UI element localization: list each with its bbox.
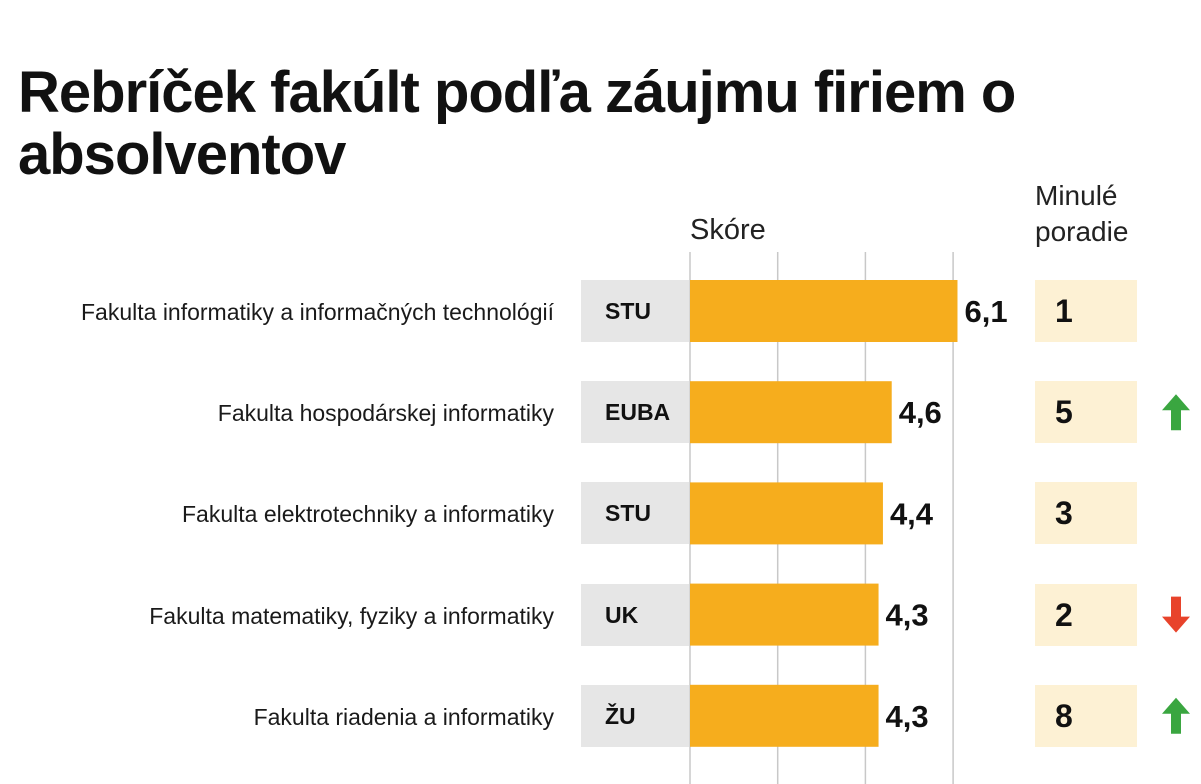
previous-rank-box: 5	[1035, 381, 1137, 444]
previous-rank-value: 3	[1055, 495, 1073, 532]
chart-title: Rebríček fakúlt podľa záujmu firiem o ab…	[18, 60, 1016, 187]
score-value-label: 4,3	[886, 699, 929, 734]
previous-rank-column-header: Minulé poradie	[1035, 180, 1129, 247]
score-value-label: 6,1	[964, 294, 1007, 329]
university-label: ŽU	[605, 702, 636, 729]
arrow-up-icon	[1162, 394, 1190, 431]
university-box: UK	[581, 583, 689, 646]
university-box: ŽU	[581, 684, 689, 747]
score-value-label: 4,6	[899, 395, 942, 430]
score-column-header: Skóre	[690, 214, 766, 246]
faculty-label: Fakulta hospodárskej informatiky	[217, 400, 554, 427]
score-value-label: 4,3	[886, 598, 929, 633]
score-bar	[690, 381, 892, 444]
arrow-down-icon	[1162, 596, 1190, 633]
faculty-label: Fakulta riadenia a informatiky	[253, 703, 554, 730]
previous-rank-box: 2	[1035, 583, 1137, 646]
score-bar	[690, 482, 883, 545]
university-box: STU	[581, 482, 689, 545]
university-box: EUBA	[581, 381, 689, 444]
faculty-label: Fakulta elektrotechniky a informatiky	[182, 501, 554, 528]
previous-rank-box: 8	[1035, 684, 1137, 747]
previous-rank-value: 5	[1055, 394, 1073, 431]
faculty-label: Fakulta matematiky, fyziky a informatiky	[149, 602, 554, 629]
university-box: STU	[581, 280, 689, 342]
score-bar	[690, 684, 879, 747]
university-label: EUBA	[605, 399, 671, 426]
score-bar	[690, 583, 879, 646]
previous-rank-value: 8	[1055, 697, 1073, 734]
score-bar	[690, 280, 958, 342]
previous-rank-value: 1	[1055, 293, 1073, 329]
previous-rank-value: 2	[1055, 596, 1073, 633]
faculty-label: Fakulta informatiky a informačných techn…	[81, 299, 554, 325]
arrow-up-icon	[1162, 697, 1190, 734]
score-value-label: 4,4	[890, 496, 934, 531]
previous-rank-box: 1	[1035, 280, 1137, 342]
previous-rank-box: 3	[1035, 482, 1137, 545]
university-label: STU	[605, 298, 651, 324]
university-label: STU	[605, 500, 651, 527]
university-label: UK	[605, 601, 639, 628]
